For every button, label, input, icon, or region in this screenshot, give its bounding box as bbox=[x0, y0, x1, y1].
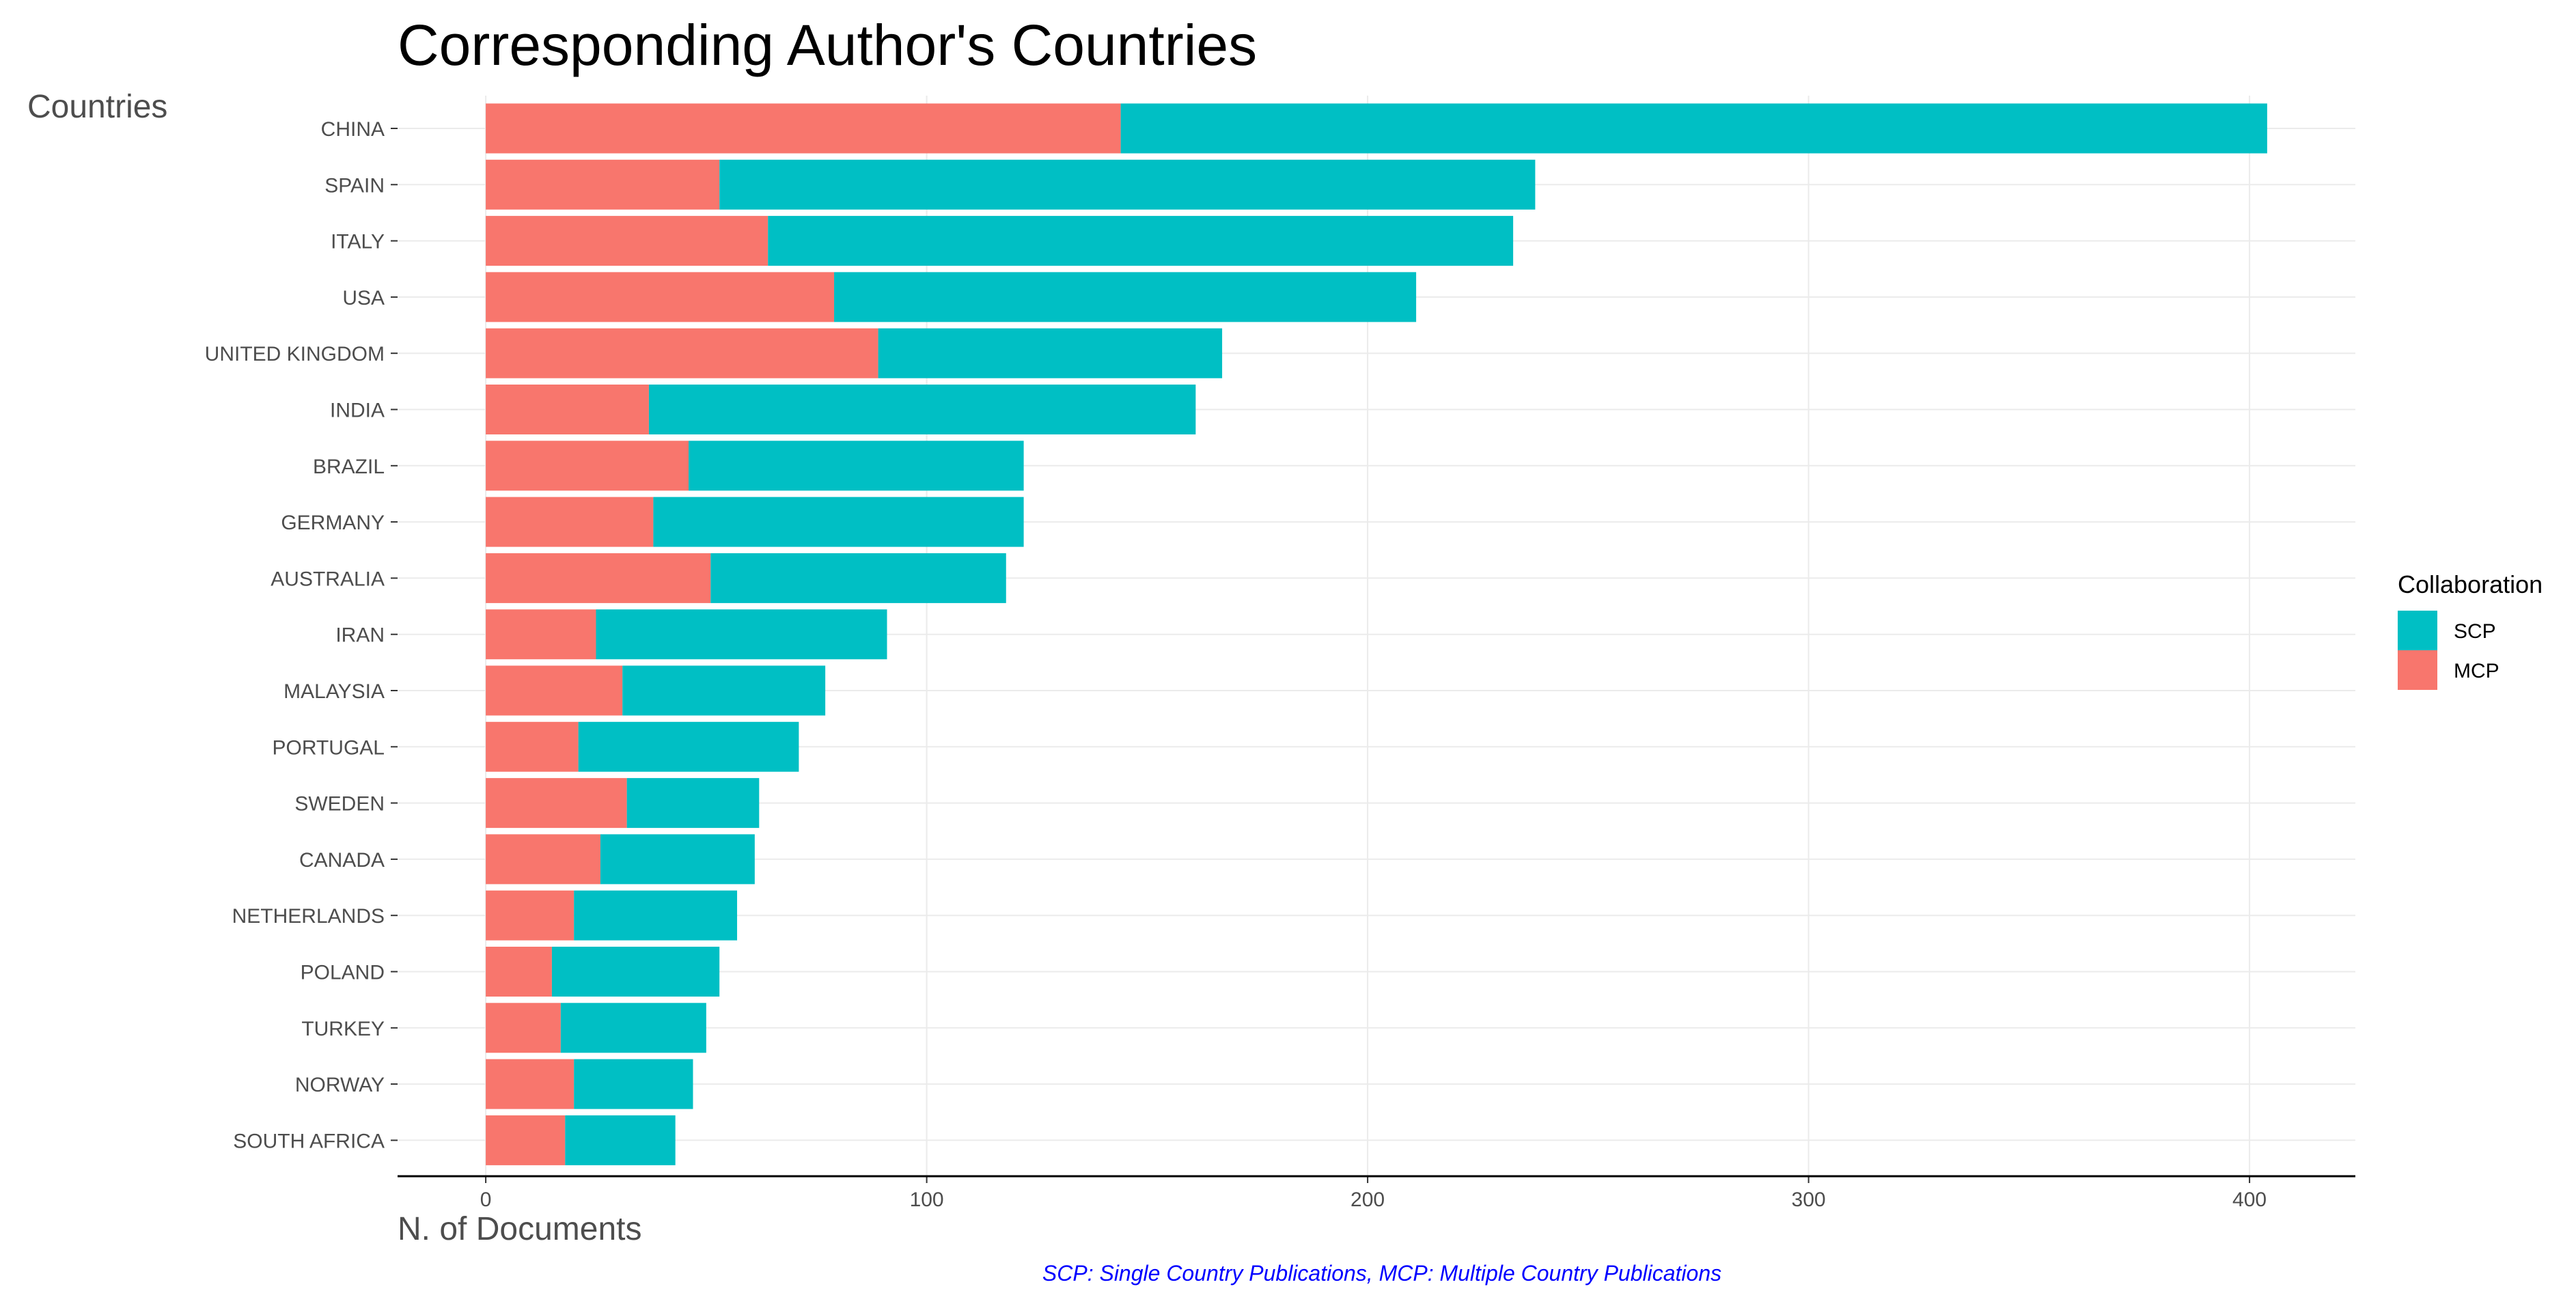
bar-scp bbox=[578, 721, 799, 772]
bar-mcp bbox=[486, 441, 689, 491]
bar-mcp bbox=[486, 1115, 566, 1165]
plot-area: CHINA SPAIN ITALY USA UNITED KINGDOM INDIA BRA… bbox=[205, 96, 2355, 1211]
y-tick-label: ITALY bbox=[331, 231, 385, 253]
bar-mcp bbox=[486, 947, 552, 997]
x-tick-label: 300 bbox=[1792, 1189, 1826, 1211]
legend-key-mcp bbox=[2398, 650, 2437, 690]
y-tick-label: CANADA bbox=[299, 849, 385, 872]
bar-scp bbox=[626, 778, 760, 829]
bar-mcp bbox=[486, 1003, 561, 1053]
y-tick-label: INDIA bbox=[330, 400, 385, 422]
bar-mcp bbox=[486, 890, 574, 941]
chart-title: Corresponding Author's Countries bbox=[398, 13, 1257, 77]
bar-mcp bbox=[486, 272, 835, 322]
x-axis-label: N. of Documents bbox=[398, 1211, 641, 1247]
y-tick-label: PORTUGAL bbox=[273, 736, 385, 759]
bar-scp bbox=[719, 159, 1536, 210]
bar-scp bbox=[648, 385, 1196, 434]
y-tick-label: CHINA bbox=[321, 118, 385, 141]
bar-scp bbox=[710, 553, 1006, 603]
bar-mcp bbox=[486, 328, 878, 378]
legend-key-scp bbox=[2398, 611, 2437, 650]
bar-mcp bbox=[486, 553, 711, 603]
y-tick-label: SOUTH AFRICA bbox=[233, 1130, 385, 1152]
bar-mcp bbox=[486, 385, 649, 434]
bar-mcp bbox=[486, 778, 627, 829]
bar-mcp bbox=[486, 497, 654, 547]
bar-scp bbox=[560, 1003, 706, 1053]
bar-scp bbox=[768, 216, 1514, 266]
x-tick-labels: 0 100 200 300 400 bbox=[480, 1176, 2267, 1211]
x-tick-label: 0 bbox=[480, 1189, 492, 1211]
y-tick-label: MALAYSIA bbox=[283, 680, 385, 703]
legend-label-scp: SCP bbox=[2454, 620, 2496, 643]
bar-mcp bbox=[486, 216, 768, 266]
y-tick-label: USA bbox=[342, 287, 385, 309]
bar-mcp bbox=[486, 721, 579, 772]
legend-title: Collaboration bbox=[2398, 570, 2543, 598]
bar-scp bbox=[600, 834, 755, 885]
bar-scp bbox=[574, 890, 738, 941]
bar-scp bbox=[551, 947, 720, 997]
bar-scp bbox=[574, 1059, 693, 1109]
bars bbox=[486, 103, 2267, 1165]
y-tick-label: SPAIN bbox=[324, 174, 385, 197]
y-tick-label: BRAZIL bbox=[313, 456, 385, 478]
y-tick-label: IRAN bbox=[335, 624, 385, 647]
bar-mcp bbox=[486, 665, 623, 716]
y-tick-labels: CHINA SPAIN ITALY USA UNITED KINGDOM INDIA BRA… bbox=[205, 118, 398, 1152]
bar-mcp bbox=[486, 159, 720, 210]
bar-scp bbox=[1120, 103, 2267, 154]
bar-scp bbox=[878, 328, 1223, 378]
y-tick-label: UNITED KINGDOM bbox=[205, 343, 385, 365]
bar-scp bbox=[596, 609, 887, 660]
bar-mcp bbox=[486, 1059, 574, 1109]
bar-scp bbox=[689, 441, 1024, 491]
legend: Collaboration SCP MCP bbox=[2398, 570, 2543, 690]
bar-scp bbox=[834, 272, 1417, 322]
bar-scp bbox=[622, 665, 826, 716]
y-tick-label: SWEDEN bbox=[294, 793, 385, 816]
bar-mcp bbox=[486, 609, 596, 660]
y-tick-label: GERMANY bbox=[281, 512, 385, 534]
bar-mcp bbox=[486, 103, 1121, 154]
y-tick-label: POLAND bbox=[301, 962, 385, 984]
y-tick-label: NETHERLANDS bbox=[232, 905, 385, 928]
x-tick-label: 400 bbox=[2232, 1189, 2267, 1211]
bar-mcp bbox=[486, 834, 600, 885]
legend-label-mcp: MCP bbox=[2454, 660, 2499, 682]
bar-scp bbox=[653, 497, 1024, 547]
y-tick-label: NORWAY bbox=[295, 1074, 385, 1096]
y-tick-label: TURKEY bbox=[301, 1018, 385, 1040]
x-tick-label: 100 bbox=[910, 1189, 944, 1211]
x-tick-label: 200 bbox=[1351, 1189, 1385, 1211]
chart-caption: SCP: Single Country Publications, MCP: M… bbox=[1042, 1261, 1721, 1286]
y-tick-label: AUSTRALIA bbox=[271, 568, 385, 590]
bar-scp bbox=[565, 1115, 676, 1165]
y-axis-label: Countries bbox=[27, 89, 167, 125]
